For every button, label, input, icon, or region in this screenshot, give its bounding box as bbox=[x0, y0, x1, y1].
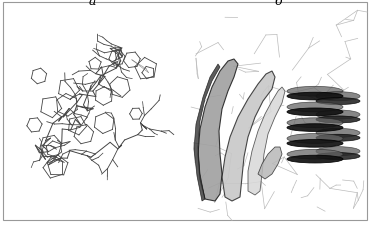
Ellipse shape bbox=[287, 109, 343, 116]
Text: б: б bbox=[274, 0, 282, 8]
Ellipse shape bbox=[287, 124, 343, 132]
Ellipse shape bbox=[287, 118, 343, 128]
Ellipse shape bbox=[316, 135, 360, 142]
Ellipse shape bbox=[316, 147, 360, 156]
Ellipse shape bbox=[287, 87, 343, 97]
Text: а: а bbox=[88, 0, 96, 8]
Ellipse shape bbox=[287, 155, 343, 163]
Ellipse shape bbox=[287, 93, 343, 101]
Polygon shape bbox=[198, 60, 238, 201]
Ellipse shape bbox=[287, 103, 343, 112]
Ellipse shape bbox=[287, 150, 343, 159]
Ellipse shape bbox=[287, 140, 343, 148]
Ellipse shape bbox=[316, 92, 360, 101]
Ellipse shape bbox=[287, 134, 343, 144]
Ellipse shape bbox=[316, 129, 360, 138]
Ellipse shape bbox=[316, 153, 360, 160]
Polygon shape bbox=[258, 147, 282, 179]
Polygon shape bbox=[194, 65, 220, 201]
Ellipse shape bbox=[316, 98, 360, 105]
Ellipse shape bbox=[316, 111, 360, 120]
Polygon shape bbox=[248, 88, 285, 195]
Ellipse shape bbox=[316, 116, 360, 123]
Polygon shape bbox=[222, 72, 275, 201]
